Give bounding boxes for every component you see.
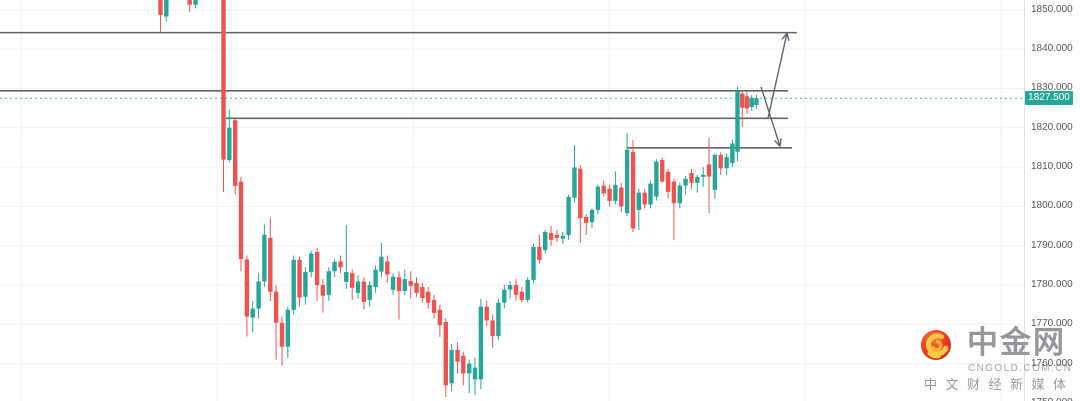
price-axis-label: 1800.000: [1031, 200, 1073, 212]
price-axis-label: 1840.000: [1031, 43, 1073, 55]
price-axis-label: 1810.000: [1031, 161, 1073, 173]
price-axis-label: 1850.000: [1031, 3, 1073, 15]
price-axis-label: 1770.000: [1031, 318, 1073, 330]
last-price-badge: 1827.500: [1025, 91, 1073, 105]
price-axis-label: 1820.000: [1031, 121, 1073, 133]
candles: [158, 0, 759, 398]
trend-arrows[interactable]: [760, 32, 790, 147]
price-axis[interactable]: 1850.000 1840.000 1830.000 1820.000 1810.000…: [1024, 0, 1080, 401]
price-axis-label: 1830.000: [1031, 82, 1073, 94]
grid-lines: [0, 0, 1024, 401]
price-axis-label: 1760.000: [1031, 357, 1073, 369]
candlestick-chart[interactable]: [0, 0, 1024, 401]
trend-lines[interactable]: [0, 31, 797, 149]
price-axis-label: 1780.000: [1031, 279, 1073, 291]
price-axis-background: [1024, 0, 1080, 401]
price-axis-label: 1750.000: [1031, 397, 1073, 401]
price-axis-label: 1790.000: [1031, 239, 1073, 251]
